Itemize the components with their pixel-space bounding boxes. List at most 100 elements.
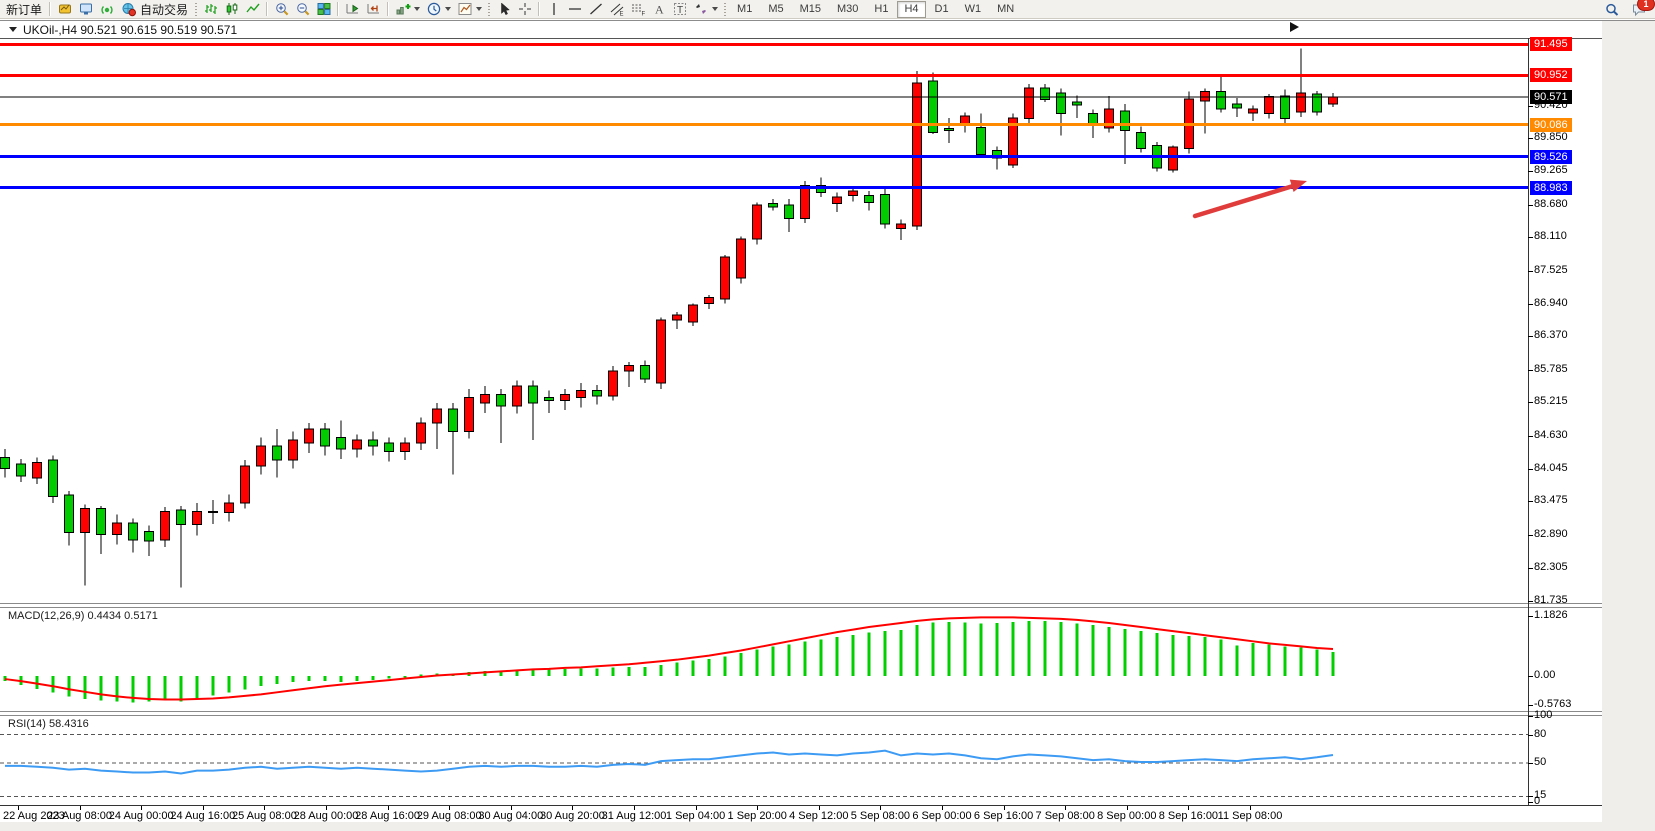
date-tick-mark [387, 806, 389, 810]
axis-tick-mark [1528, 734, 1533, 736]
timeframe-w1[interactable]: W1 [964, 2, 982, 15]
chart-info-bar: UKOil-,H4 90.521 90.615 90.519 90.571 [0, 21, 1602, 38]
svg-text:A: A [655, 3, 664, 17]
date-label: 28 Aug 16:00 [355, 810, 421, 822]
new-order-button[interactable]: 新订单 [6, 2, 43, 17]
templates-icon[interactable] [454, 1, 475, 18]
rsi-pane[interactable] [0, 714, 1529, 805]
macd-axis-tick: -0.5763 [1534, 698, 1572, 711]
indicators-dropdown-icon[interactable] [414, 7, 421, 11]
pane-splitter-rsi[interactable] [0, 711, 1602, 716]
search-icon[interactable] [1601, 1, 1622, 18]
timeframe-d1[interactable]: D1 [934, 2, 949, 15]
date-tick-mark [1126, 806, 1128, 810]
timeframe-h4[interactable]: H4 [897, 0, 926, 18]
date-label: 8 Sep 16:00 [1158, 810, 1219, 822]
autotrading-label: 自动交易 [140, 2, 189, 17]
main-toolbar: 新订单 自动交易 E F A T M1 M5 M15 M30 H1 H4 D1 W1 MN [0, 0, 1655, 19]
axis-tick-mark [1528, 676, 1533, 677]
terminal-icon[interactable] [75, 1, 96, 18]
date-axis-border [0, 805, 1602, 806]
rsi-axis-tick: 15 [1534, 789, 1547, 802]
chat-icon[interactable]: 1 [1628, 0, 1655, 18]
toolbar-drag-handle[interactable] [488, 2, 491, 16]
trendline-icon[interactable] [585, 1, 606, 18]
price-tick: 85.215 [1534, 395, 1568, 408]
date-label: 29 Aug 08:00 [416, 810, 482, 822]
templates-dropdown-icon[interactable] [476, 7, 483, 11]
pane-splitter-macd[interactable] [0, 603, 1602, 608]
date-tick-mark [510, 806, 512, 810]
crosshair-icon[interactable] [514, 1, 535, 18]
line-chart-icon[interactable] [242, 1, 263, 18]
date-label: 30 Aug 20:00 [539, 810, 605, 822]
main-price-pane[interactable] [0, 38, 1529, 604]
macd-pane[interactable] [0, 606, 1529, 714]
signals-icon[interactable] [96, 1, 117, 18]
autotrading-button[interactable]: 自动交易 [117, 1, 192, 18]
date-label: 28 Aug 00:00 [293, 810, 359, 822]
scroll-end-marker [1290, 22, 1299, 32]
date-tick-mark [141, 806, 143, 810]
periods-icon[interactable] [423, 1, 444, 18]
horizontal-line-icon[interactable] [564, 1, 585, 18]
window-bottom-margin [0, 822, 1602, 831]
chart-title: UKOil-,H4 90.521 90.615 90.519 90.571 [23, 22, 238, 37]
toolbar-drag-handle[interactable] [195, 2, 198, 16]
toolbar-separator [387, 2, 390, 16]
timeframe-m30[interactable]: M30 [837, 2, 859, 15]
axis-tick-mark [1528, 534, 1533, 536]
rsi-indicator-label: RSI(14) 58.4316 [8, 718, 89, 730]
oneclick-trading-collapse-icon[interactable] [9, 27, 17, 32]
axis-tick-mark [1528, 138, 1533, 140]
text-icon[interactable]: A [648, 1, 669, 18]
arrows-dropdown-icon[interactable] [712, 7, 719, 11]
date-label: 1 Sep 20:00 [727, 810, 787, 822]
date-tick-mark [757, 806, 759, 810]
fibonacci-icon[interactable]: F [627, 1, 648, 18]
timeframe-m1[interactable]: M1 [737, 2, 753, 15]
date-tick-mark [572, 806, 574, 810]
svg-text:E: E [619, 12, 623, 18]
price-line-badge: 88.983 [1530, 180, 1572, 195]
arrows-icon[interactable] [690, 1, 711, 18]
bar-chart-icon[interactable] [200, 1, 221, 18]
date-label: 1 Sep 04:00 [665, 810, 726, 822]
timeframe-mn[interactable]: MN [997, 2, 1015, 15]
axis-tick-mark [1528, 402, 1533, 404]
date-tick-mark [942, 806, 943, 810]
date-label: 5 Sep 08:00 [850, 810, 911, 822]
auto-scroll-icon[interactable] [342, 1, 363, 18]
toolbar-separator [266, 2, 269, 16]
toolbar-separator [337, 2, 340, 16]
axis-tick-mark [1528, 171, 1533, 173]
chart-shift-icon[interactable] [363, 1, 384, 18]
axis-tick-mark [1528, 435, 1533, 437]
zoom-out-icon[interactable] [292, 1, 313, 18]
candlestick-chart-icon[interactable] [221, 1, 242, 18]
date-tick-mark [818, 806, 820, 810]
vertical-line-icon[interactable] [543, 1, 564, 18]
date-label: 23 Aug 08:00 [47, 810, 113, 822]
timeframe-h1[interactable]: H1 [874, 2, 889, 15]
toolbar-drag-handle[interactable] [724, 2, 727, 16]
macd-indicator-label: MACD(12,26,9) 0.4434 0.5171 [8, 610, 158, 622]
axis-tick-mark [1528, 715, 1533, 717]
price-tick: 86.940 [1534, 296, 1568, 309]
periods-dropdown-icon[interactable] [445, 7, 452, 11]
indicators-icon[interactable] [392, 1, 413, 18]
zoom-in-icon[interactable] [271, 1, 292, 18]
date-label: 7 Sep 08:00 [1035, 810, 1095, 822]
date-tick-mark [880, 806, 882, 810]
rsi-axis-tick: 100 [1534, 708, 1553, 721]
equidistant-channel-icon[interactable]: E [606, 1, 627, 18]
tile-windows-icon[interactable] [313, 1, 334, 18]
axis-tick-mark [1528, 204, 1533, 206]
cursor-icon[interactable] [493, 1, 514, 18]
new-chart-icon[interactable] [54, 1, 75, 18]
timeframe-m5[interactable]: M5 [768, 2, 784, 15]
price-tick: 86.370 [1534, 329, 1568, 342]
text-label-icon[interactable]: T [669, 1, 690, 18]
timeframe-m15[interactable]: M15 [799, 2, 821, 15]
rsi-axis-tick: 50 [1534, 756, 1547, 768]
